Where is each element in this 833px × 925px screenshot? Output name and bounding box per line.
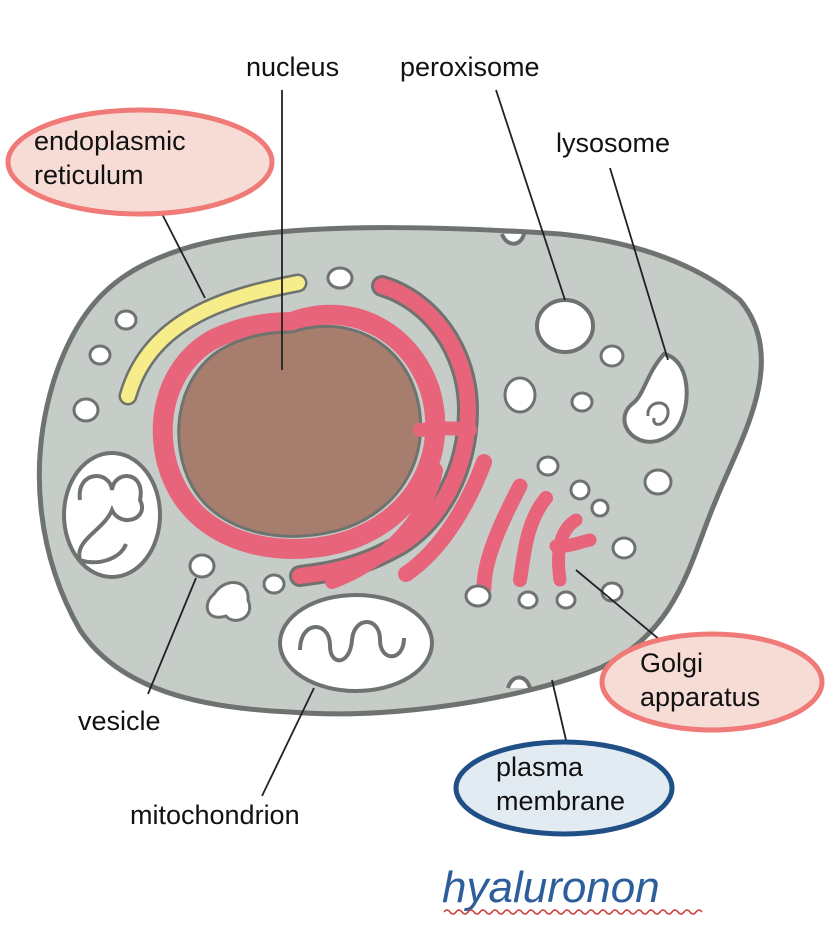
- plasma-membrane-callout: [453, 739, 675, 837]
- label-golgi-line2: apparatus: [640, 682, 760, 712]
- label-vesicle: vesicle: [78, 706, 161, 736]
- vesicle-irregular: [205, 581, 252, 622]
- label-plasma-line1: plasma: [496, 752, 584, 782]
- label-mitochondrion: mitochondrion: [130, 800, 300, 830]
- label-er-line2: reticulum: [34, 160, 144, 190]
- mitochondrion-bottom: [278, 593, 434, 693]
- label-peroxisome: peroxisome: [400, 52, 540, 82]
- golgi-cisterna-4: [549, 513, 597, 587]
- vesicles: [72, 266, 673, 610]
- label-golgi-line1: Golgi: [640, 648, 703, 678]
- diagram-title: hyaluronon: [442, 863, 660, 912]
- membrane-notch-bottom: [506, 675, 532, 689]
- golgi-cisterna-1: [398, 454, 492, 582]
- spellcheck-underline: [443, 909, 703, 915]
- leader-lines: [147, 89, 669, 797]
- nuclear-envelope: [152, 304, 446, 559]
- golgi-callout: [599, 631, 825, 733]
- rough-er-bridge: [413, 421, 477, 437]
- label-plasma-line2: membrane: [496, 786, 625, 816]
- membrane-notch-top: [500, 233, 526, 246]
- lysosome: [622, 351, 689, 444]
- nucleus: [177, 324, 423, 538]
- rough-er-lower: [325, 463, 443, 589]
- label-lysosome: lysosome: [556, 128, 670, 158]
- er-callout: [5, 107, 275, 217]
- golgi-cisterna-3: [513, 491, 553, 587]
- smooth-er-fill: [121, 276, 305, 403]
- mitochondrion-left: [62, 451, 162, 579]
- label-nucleus: nucleus: [246, 52, 339, 82]
- peroxisome: [535, 298, 595, 354]
- golgi-cisterna-2: [476, 478, 528, 596]
- label-er-line1: endoplasmic: [34, 126, 186, 156]
